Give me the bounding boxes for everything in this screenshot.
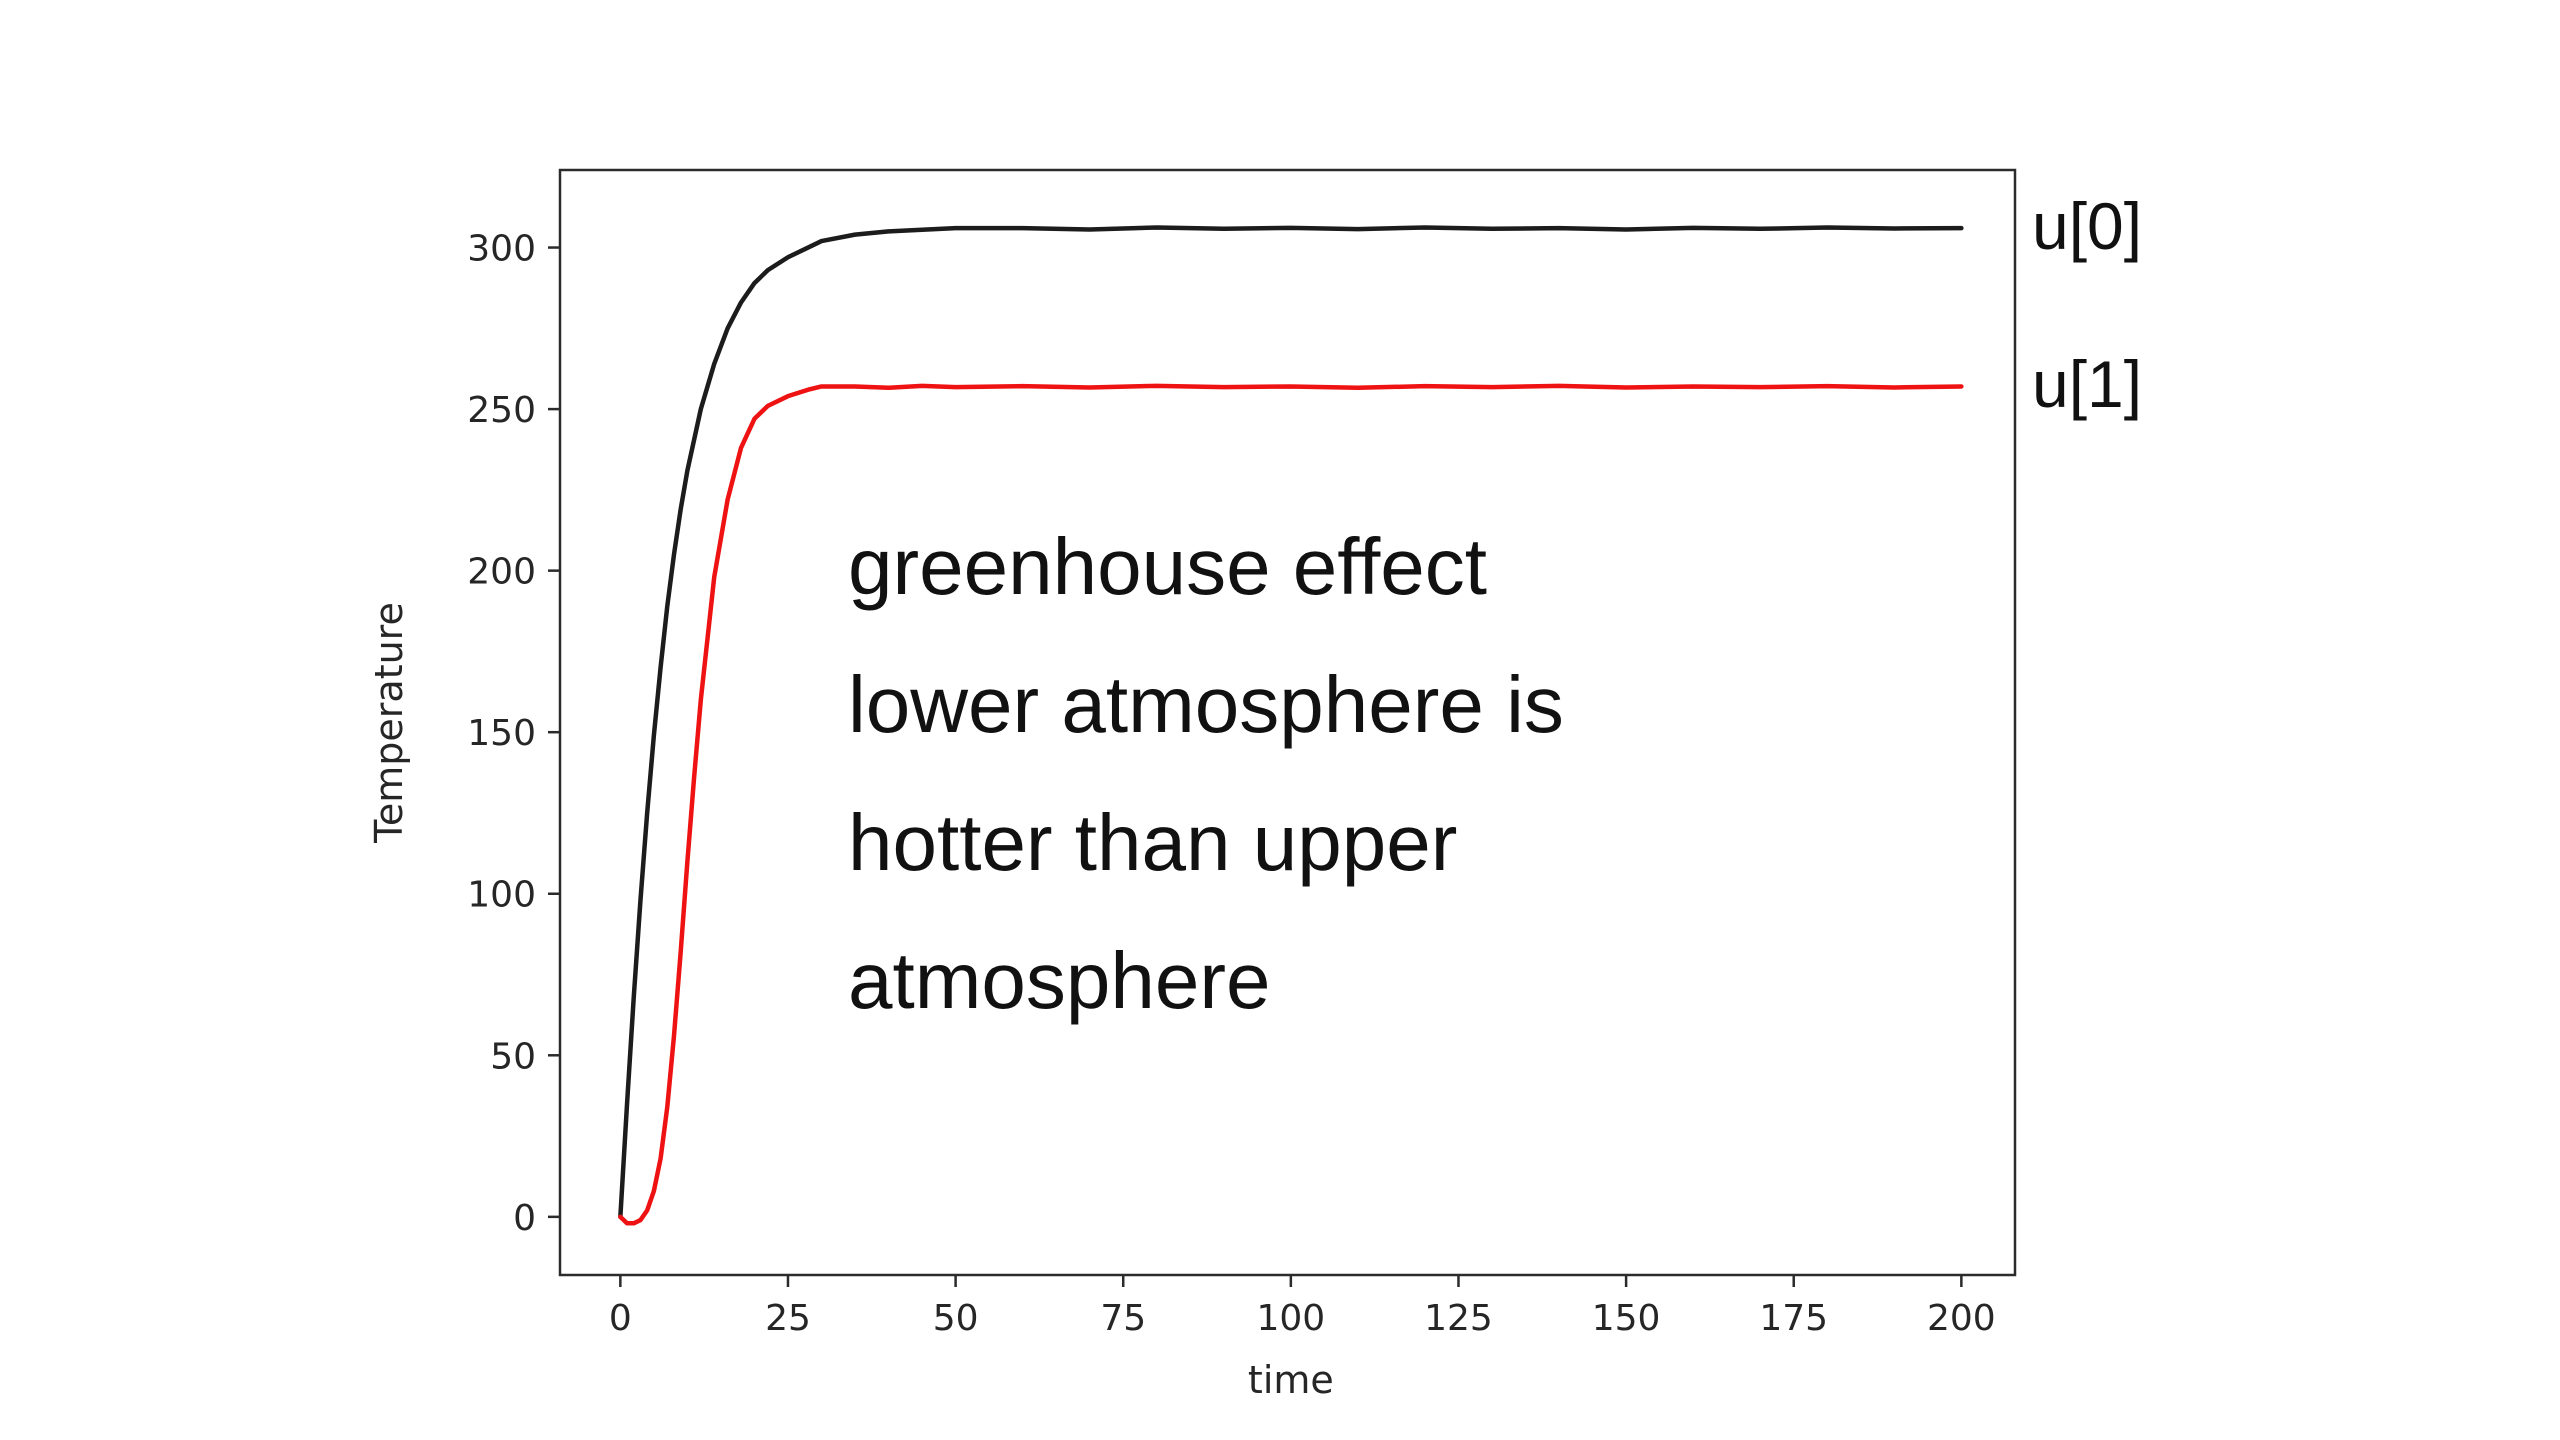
annotation-line: lower atmosphere is bbox=[848, 660, 1564, 749]
series-label-u1: u[1] bbox=[2032, 347, 2143, 422]
x-tick-label: 50 bbox=[933, 1298, 979, 1339]
y-tick-label: 150 bbox=[467, 713, 536, 754]
chart-annotation: greenhouse effect lower atmosphere is ho… bbox=[848, 498, 1564, 1050]
y-tick-label: 250 bbox=[467, 390, 536, 431]
y-tick-label: 100 bbox=[467, 875, 536, 916]
y-axis-label: Temperature bbox=[367, 602, 411, 844]
x-tick-label: 100 bbox=[1256, 1298, 1325, 1339]
annotation-line: greenhouse effect bbox=[848, 522, 1488, 611]
y-tick-label: 300 bbox=[467, 229, 536, 270]
series-label-u0: u[0] bbox=[2032, 189, 2143, 264]
x-tick-label: 25 bbox=[765, 1298, 811, 1339]
plot-border bbox=[558, 168, 2017, 1277]
x-axis-label: time bbox=[1248, 1358, 1334, 1402]
x-tick-label: 150 bbox=[1592, 1298, 1661, 1339]
series-line-0 bbox=[618, 225, 1964, 1220]
series-line-1 bbox=[618, 383, 1964, 1226]
x-tick-label: 75 bbox=[1100, 1298, 1146, 1339]
x-tick-label: 0 bbox=[609, 1298, 632, 1339]
y-tick-label: 200 bbox=[467, 552, 536, 593]
x-tick-label: 175 bbox=[1759, 1298, 1828, 1339]
y-tick-label: 0 bbox=[513, 1198, 536, 1239]
y-tick-label: 50 bbox=[490, 1036, 536, 1077]
x-tick-label: 125 bbox=[1424, 1298, 1493, 1339]
annotation-line: hotter than upper bbox=[848, 798, 1458, 887]
x-tick-label: 200 bbox=[1927, 1298, 1996, 1339]
annotation-line: atmosphere bbox=[848, 936, 1271, 1025]
